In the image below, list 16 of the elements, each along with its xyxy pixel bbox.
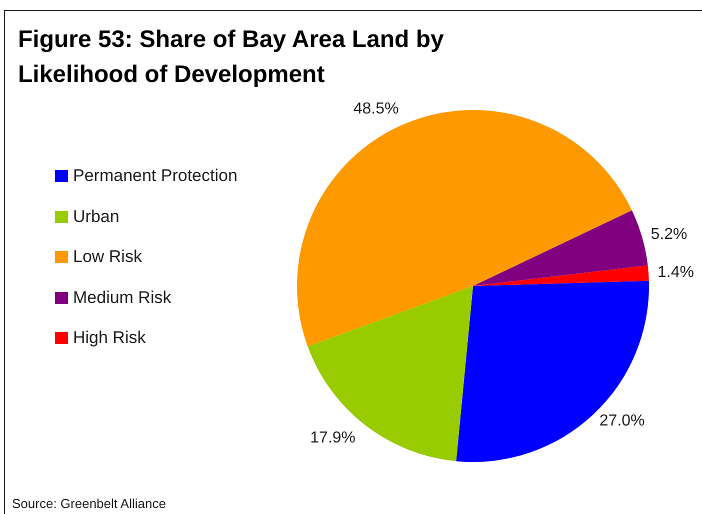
pie-slice xyxy=(456,280,649,462)
source-note: Source: Greenbelt Alliance xyxy=(12,496,166,511)
chart-title: Figure 53: Share of Bay Area Land by Likelihood of Development xyxy=(18,25,445,90)
data-label: 17.9% xyxy=(310,429,356,446)
pie-slice xyxy=(308,286,473,462)
data-label: 27.0% xyxy=(599,412,645,430)
pie-slice xyxy=(473,265,649,286)
data-label: 1.4% xyxy=(658,264,694,281)
legend-label: Permanent Protection xyxy=(73,166,238,186)
pie-slice xyxy=(473,210,648,286)
legend-label: Urban xyxy=(73,206,120,227)
data-label: 48.5% xyxy=(353,100,399,118)
data-label: 5.2% xyxy=(650,226,688,244)
legend-label: Medium Risk xyxy=(73,288,172,308)
legend-label: Low Risk xyxy=(73,247,142,268)
legend-label: High Risk xyxy=(73,328,146,348)
